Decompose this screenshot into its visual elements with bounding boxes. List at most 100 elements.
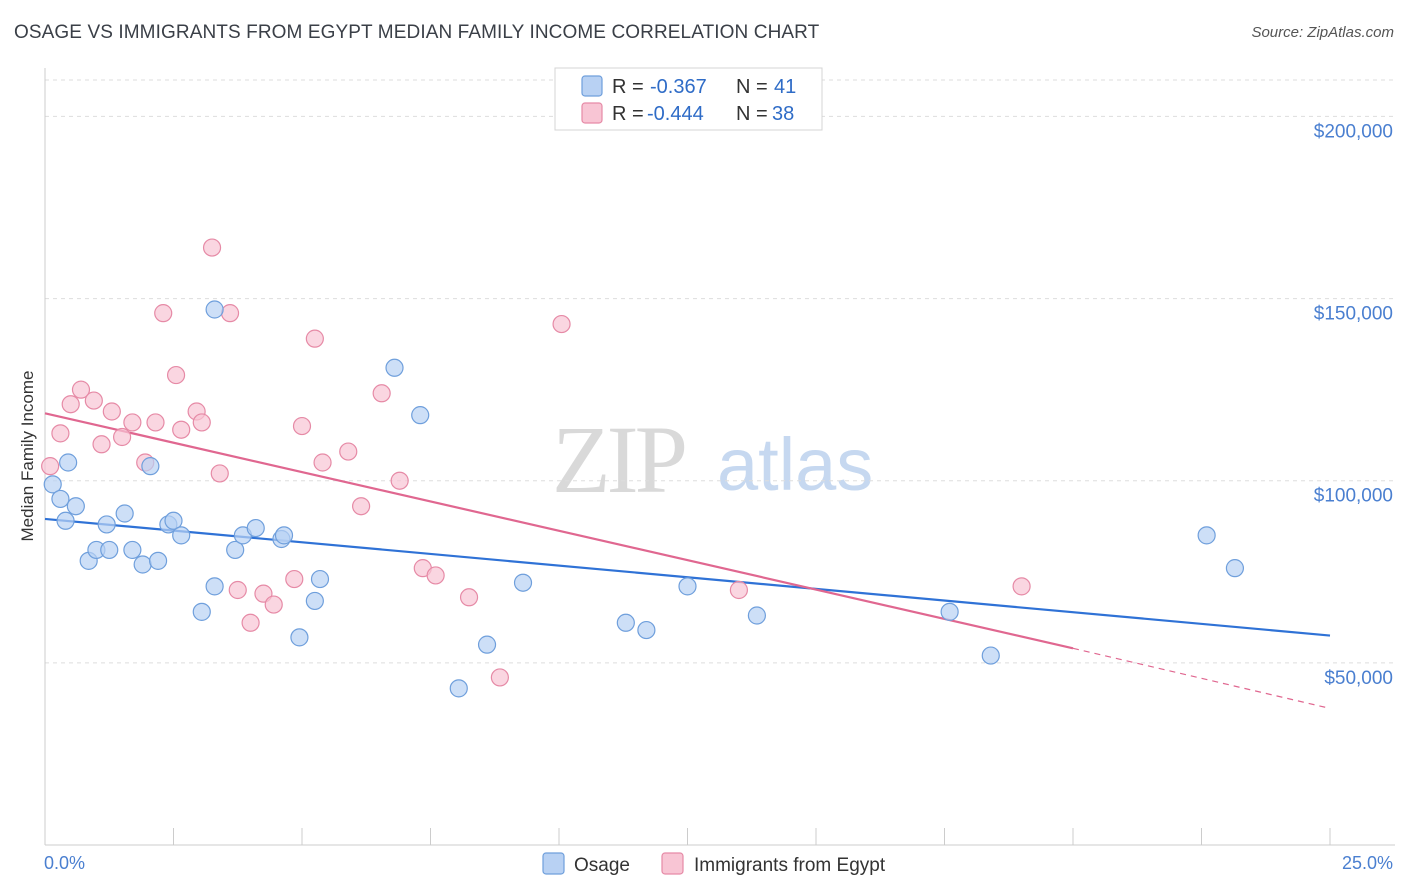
bottom-legend-osage-swatch [542,852,565,875]
data-point-egypt [305,329,324,348]
trend-lines [44,412,1331,709]
trend-line-egypt [44,412,1074,650]
data-point-osage [747,606,766,625]
data-point-osage [59,453,78,472]
y-tick-label: $200,000 [1314,121,1393,142]
chart-title: OSAGE VS IMMIGRANTS FROM EGYPT MEDIAN FA… [14,22,820,43]
data-point-osage [637,620,656,640]
legend-egypt-r-label: R = [612,103,649,125]
data-point-osage [290,628,309,647]
data-point-osage [477,635,497,654]
gridlines [45,79,1395,664]
x-tick-label-end: 25.0% [1342,853,1393,873]
data-point-osage [1197,526,1216,545]
watermark-atlas: atlas [717,423,873,506]
data-point-osage [226,540,245,560]
bottom-legend-osage-label: Osage [574,855,630,876]
data-point-egypt [166,365,186,385]
data-point-osage [133,555,152,574]
data-point-egypt [264,595,283,614]
legend-osage-swatch [581,75,603,97]
data-point-egypt [41,457,60,476]
data-point-egypt [390,471,409,490]
data-point-osage [678,577,697,596]
data-point-egypt [61,395,80,414]
data-point-osage [192,602,211,621]
data-point-osage [97,515,116,534]
data-point-egypt [459,588,479,607]
data-point-egypt [71,380,91,399]
data-point-egypt [339,442,358,461]
data-point-egypt [51,424,70,443]
data-point-osage [205,300,224,319]
data-point-egypt [210,464,229,483]
axes: $50,000 $100,000 $150,000 $200,000 0.0% 25.0% [44,68,1395,873]
data-point-egypt [192,413,211,432]
data-point-egypt [241,613,260,632]
data-point-osage [513,573,533,592]
data-point-egypt [372,384,391,403]
data-point-osage [411,406,430,425]
y-tick-label: $50,000 [1324,668,1393,689]
data-point-osage [616,613,635,632]
data-point-egypt [490,668,509,687]
legend-egypt-n-label: N = [736,103,773,125]
data-point-osage [51,489,70,509]
data-point-egypt [228,580,247,600]
data-point-osage [141,457,160,476]
data-point-osage [449,679,468,698]
data-point-egypt [313,453,332,472]
data-point-osage [148,551,168,570]
legend-osage-n-value: 41 [774,76,796,98]
data-point-egypt [352,497,371,516]
trend-line-egypt-extension [1072,647,1331,709]
legend-osage-r-value: -0.367 [650,76,707,98]
data-point-egypt [112,427,132,447]
x-tick-label-start: 0.0% [44,853,85,873]
data-point-egypt [146,413,165,432]
data-point-egypt [123,413,142,432]
y-axis-label: Median Family Income [18,370,37,541]
legend-osage-r-label: R = [612,76,649,98]
data-point-egypt [292,416,312,436]
y-tick-label: $100,000 [1314,486,1393,507]
data-point-osage [981,646,1000,665]
data-point-egypt [92,435,111,454]
data-point-osage [66,497,85,516]
data-point-osage [205,577,224,596]
data-point-osage [100,540,119,560]
stats-legend: R = -0.367 N = 41 R = -0.444 N = 38 [554,67,823,131]
data-point-osage [310,569,330,589]
legend-egypt-r-value: -0.444 [647,103,704,125]
data-points [41,238,1245,698]
legend-egypt-n-value: 38 [772,103,794,125]
data-point-osage [385,358,404,377]
data-point-osage [43,475,62,494]
data-point-osage [246,518,265,538]
trend-line-osage [44,517,1331,637]
data-point-osage [115,504,134,523]
legend-egypt-swatch [581,102,603,124]
data-point-egypt [729,580,749,600]
data-point-egypt [220,304,240,323]
data-point-egypt [84,391,103,410]
data-point-egypt [102,402,121,421]
data-point-egypt [426,566,445,585]
data-point-egypt [285,569,304,589]
y-tick-label: $150,000 [1314,304,1393,325]
data-point-egypt [552,314,571,334]
data-point-osage [56,511,75,530]
bottom-legend-egypt-swatch [661,852,684,875]
data-point-egypt [202,238,222,257]
data-point-egypt [1012,577,1031,596]
legend-osage-n-label: N = [736,76,773,98]
data-point-osage [172,526,191,545]
data-point-egypt [154,304,173,323]
data-point-osage [274,526,294,545]
data-point-osage [940,602,959,621]
series-legend: Osage Immigrants from Egypt [542,852,886,876]
data-point-osage [305,591,324,611]
data-point-osage [164,511,183,530]
bottom-legend-egypt-label: Immigrants from Egypt [694,855,886,876]
data-point-egypt [172,420,191,439]
